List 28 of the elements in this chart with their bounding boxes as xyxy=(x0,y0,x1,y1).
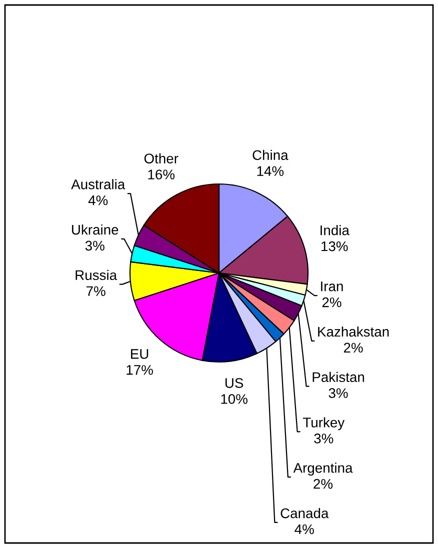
slice-label: Other xyxy=(144,153,178,164)
slice-label: US xyxy=(225,378,244,388)
data-label: 7% xyxy=(86,286,106,296)
slice-label: Argentina xyxy=(293,462,353,476)
data-label: 3% xyxy=(328,388,348,398)
data-label: 2% xyxy=(314,478,333,489)
slice-label: Pakistan xyxy=(312,372,364,382)
slice-label: India xyxy=(320,225,350,236)
slice-label: China xyxy=(252,150,288,160)
data-label: 4% xyxy=(294,524,314,534)
data-label: 16% xyxy=(148,170,175,180)
slice-label: Canada xyxy=(280,508,329,518)
slice-label: Kazhakstan xyxy=(318,326,389,337)
slice-label: EU xyxy=(131,349,148,359)
slice-label: Turkey xyxy=(302,417,345,430)
data-label: 13% xyxy=(322,241,348,252)
slice-label: Ukraine xyxy=(72,224,118,235)
data-label: 4% xyxy=(88,195,108,206)
data-label: 2% xyxy=(322,297,342,308)
data-label: 3% xyxy=(85,240,104,251)
data-label: 10% xyxy=(221,394,248,404)
slice-label: Iran xyxy=(321,282,343,292)
data-label: 17% xyxy=(126,365,153,375)
data-label: 14% xyxy=(257,166,284,176)
data-label: 2% xyxy=(344,342,363,353)
slice-label: Australia xyxy=(71,179,126,190)
slice-label: Russia xyxy=(76,270,118,280)
data-label: 3% xyxy=(314,434,334,444)
